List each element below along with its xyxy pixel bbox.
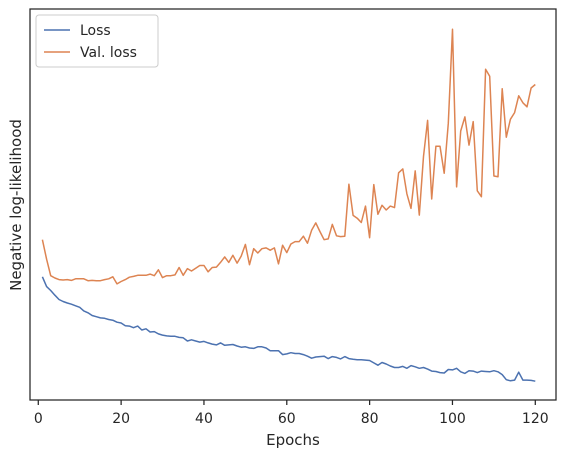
legend-label-loss: Loss [80, 23, 111, 39]
x-tick-label: 100 [439, 411, 466, 427]
legend: Loss Val. loss [35, 14, 159, 68]
x-tick-label: 60 [278, 411, 296, 427]
y-axis-label: Negative log-likelihood [7, 119, 25, 291]
x-axis-ticks: 0 20 40 60 80 100 120 [34, 400, 549, 427]
x-tick-label: 80 [361, 411, 379, 427]
legend-label-val-loss: Val. loss [80, 45, 137, 61]
plot-lines [41, 28, 536, 382]
series-line-loss [41, 276, 536, 382]
x-tick-label: 0 [34, 411, 43, 427]
legend-box [35, 14, 159, 68]
x-tick-label: 120 [522, 411, 549, 427]
x-axis-label: Epochs [266, 431, 320, 449]
x-tick-label: 40 [195, 411, 213, 427]
series-line-val-loss [41, 28, 536, 285]
plot-area-frame [29, 8, 557, 401]
x-tick-label: 20 [112, 411, 130, 427]
